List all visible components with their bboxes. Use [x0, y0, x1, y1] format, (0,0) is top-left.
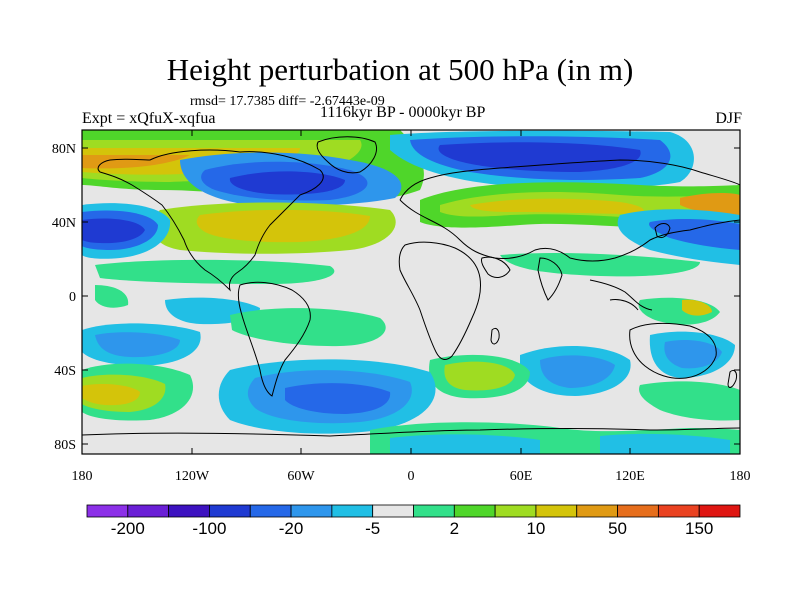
lon-tick-label: 180	[72, 469, 93, 484]
colorbar-swatch	[209, 504, 251, 518]
colorbar-label: 10	[526, 519, 545, 538]
experiment-label: Expt = xQfuX-xqfua	[82, 110, 216, 127]
lon-tick-label: 60W	[287, 469, 315, 484]
colorbar-swatch	[331, 504, 374, 518]
lon-tick-label: 120W	[175, 469, 210, 484]
colorbar-label: 50	[608, 519, 627, 538]
lat-tick-label: 80S	[54, 438, 76, 453]
colorbar-label: -200	[111, 519, 145, 538]
lat-tick-label: 40S	[54, 364, 76, 379]
lat-tick-label: 40N	[52, 216, 76, 231]
season-label: DJF	[715, 110, 742, 127]
lon-tick-label: 60E	[510, 469, 533, 484]
lon-tick-label: 180	[730, 469, 751, 484]
colorbar-swatch	[698, 504, 741, 518]
colorbar-swatch	[249, 504, 292, 518]
colorbar-swatch	[86, 504, 129, 518]
period-label: 1116kyr BP - 0000kyr BP	[320, 104, 486, 121]
colorbar-swatch	[413, 504, 455, 518]
coastline-layer	[82, 136, 740, 437]
colorbar-label: 150	[685, 519, 713, 538]
colorbar-swatch	[290, 504, 333, 518]
colorbar-swatch	[168, 504, 210, 518]
colorbar-label: -100	[192, 519, 226, 538]
colorbar-swatch	[494, 504, 537, 518]
lon-tick-label: 0	[408, 469, 415, 484]
lat-tick-label: 0	[69, 290, 76, 305]
colorbar-label: -20	[279, 519, 304, 538]
colorbar-swatch	[372, 504, 414, 518]
colorbar-swatch	[657, 504, 700, 518]
colorbar-swatch	[617, 504, 659, 518]
statistics-text: rmsd= 17.7385 diff= -2.67443e-09	[190, 94, 385, 109]
colorbar-swatch	[127, 504, 170, 518]
lon-tick-label: 120E	[615, 469, 645, 484]
colorbar-swatch	[535, 504, 578, 518]
colorbar-swatch	[576, 504, 618, 518]
colorbar-label: 2	[450, 519, 459, 538]
lat-tick-label: 80N	[52, 142, 76, 157]
map-title: Height perturbation at 500 hPa (in m)	[166, 52, 634, 87]
colorbar-label: -5	[365, 519, 380, 538]
colorbar-swatch	[453, 504, 496, 518]
